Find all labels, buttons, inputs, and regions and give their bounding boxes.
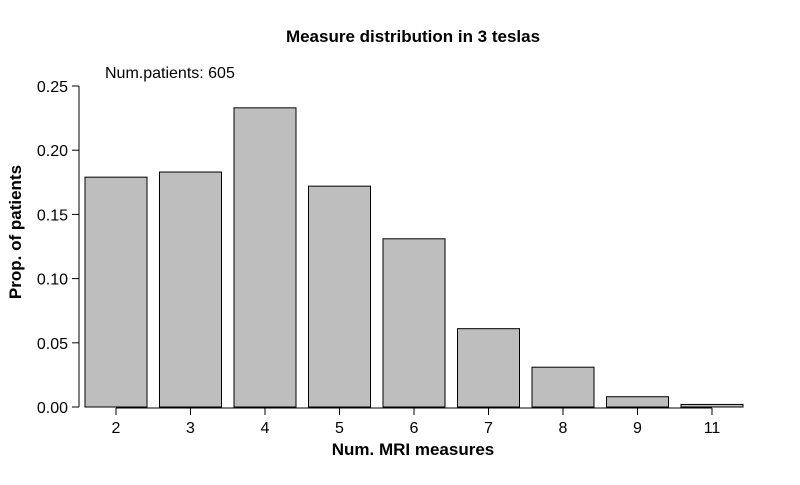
y-axis-label: Prop. of patients	[6, 165, 25, 299]
x-tick-label: 7	[484, 420, 493, 437]
y-tick-label: 0.20	[37, 143, 68, 160]
x-axis: 2 3 4 5 6 7 8 9 11	[112, 407, 721, 437]
bar	[233, 107, 297, 408]
x-tick-label: 4	[261, 420, 270, 437]
x-tick-label: 3	[186, 420, 195, 437]
patient-count-annotation: Num.patients: 605	[105, 65, 235, 82]
x-tick-label: 9	[633, 420, 642, 437]
bar	[308, 185, 371, 408]
bar	[606, 396, 669, 408]
x-tick-label: 2	[112, 420, 121, 437]
bar	[382, 238, 446, 408]
y-tick-label: 0.00	[37, 400, 68, 417]
bar	[159, 171, 222, 408]
x-axis-label: Num. MRI measures	[332, 440, 495, 459]
y-tick-label: 0.15	[37, 207, 68, 224]
bar	[457, 328, 520, 408]
y-tick-label: 0.10	[37, 272, 68, 289]
x-tick-label: 5	[335, 420, 344, 437]
y-axis: 0.00 0.05 0.10 0.15 0.20 0.25	[37, 79, 80, 417]
x-tick-label: 8	[559, 420, 568, 437]
x-tick-label: 11	[704, 420, 721, 437]
bar	[531, 366, 595, 408]
x-tick-label: 6	[410, 420, 419, 437]
chart-title: Measure distribution in 3 teslas	[286, 27, 540, 46]
y-tick-label: 0.05	[37, 336, 68, 353]
bar	[84, 176, 148, 408]
bars-group	[84, 107, 744, 408]
bar	[680, 403, 744, 408]
y-tick-label: 0.25	[37, 79, 68, 96]
